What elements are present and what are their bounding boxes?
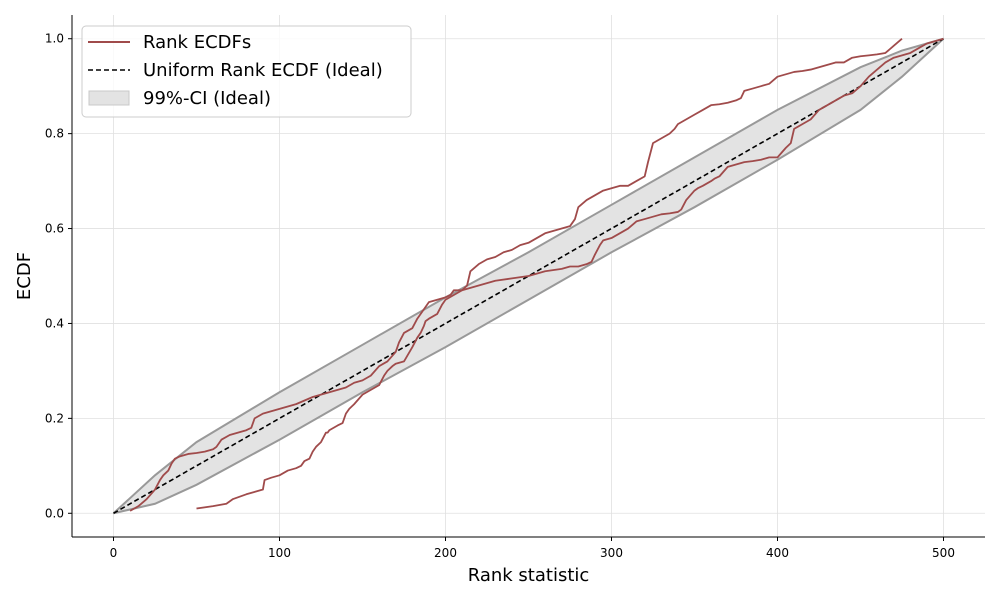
x-tick-label-4: 400 xyxy=(766,546,789,560)
ci-band-lower-edge xyxy=(113,37,945,515)
ticks-layer: 0 100 200 300 400 500 0.0 0.2 0.4 0.6 0.8 1.0 xyxy=(45,32,955,560)
y-tick-label-1: 0.2 xyxy=(45,411,64,425)
legend: Rank ECDFs Uniform Rank ECDF (Ideal) 99%… xyxy=(81,25,412,118)
y-tick-label-5: 1.0 xyxy=(45,32,64,46)
x-tick-label-1: 100 xyxy=(268,546,291,560)
uniform-line-layer xyxy=(113,38,944,514)
y-tick-label-2: 0.4 xyxy=(45,316,64,330)
y-tick-label-3: 0.6 xyxy=(45,222,64,236)
x-tick-label-5: 500 xyxy=(932,546,955,560)
y-tick-label-4: 0.8 xyxy=(45,127,64,141)
x-tick-label-2: 200 xyxy=(434,546,457,560)
ci-band-upper-edge xyxy=(112,37,944,515)
rank-ecdf-series-1 xyxy=(196,37,944,510)
legend-swatch-ci xyxy=(88,90,130,106)
legend-label-rank-ecdfs: Rank ECDFs xyxy=(143,32,251,53)
x-axis-label: Rank statistic xyxy=(468,565,590,586)
x-tick-label-0: 0 xyxy=(110,546,118,560)
legend-label-uniform: Uniform Rank ECDF (Ideal) xyxy=(143,60,383,81)
axes-layer xyxy=(71,15,985,538)
x-tick-label-3: 300 xyxy=(600,546,623,560)
series-layer xyxy=(129,37,944,512)
uniform-ecdf-line xyxy=(113,38,944,514)
y-tick-label-0: 0.0 xyxy=(45,506,64,520)
y-axis-label: ECDF xyxy=(14,252,35,300)
legend-label-ci: 99%-CI (Ideal) xyxy=(143,88,271,109)
legend-box xyxy=(81,25,412,118)
rank-ecdf-series-0 xyxy=(129,38,903,512)
